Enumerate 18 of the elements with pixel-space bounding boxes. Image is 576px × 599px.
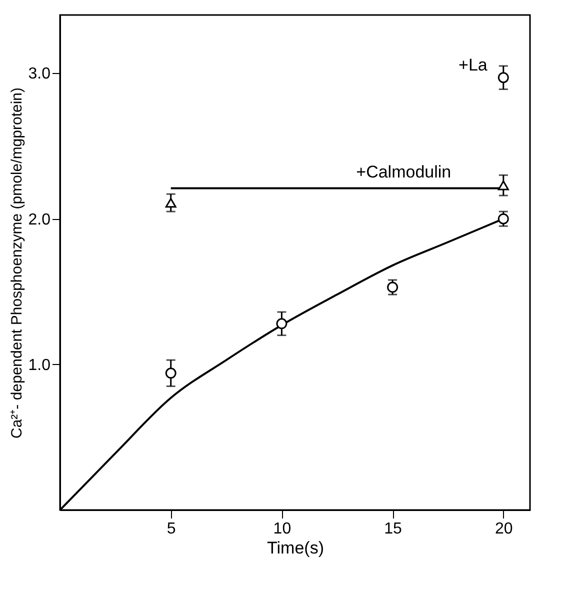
point <box>387 282 398 293</box>
x-tick-label: 5 <box>166 520 176 538</box>
point <box>498 180 509 190</box>
annotation: +La <box>458 56 488 75</box>
point <box>498 72 509 84</box>
y-tick-label: 1.0 <box>28 356 51 374</box>
point <box>165 198 176 208</box>
x-axis-title: Time(s) <box>267 538 324 558</box>
x-tick-label: 20 <box>495 520 513 538</box>
y-axis-title: Ca²⁺- dependent Phosphoenzyme (pmole/mgprotein) <box>8 87 26 439</box>
x-tick-label: 10 <box>273 520 292 538</box>
annotation: +Calmodulin <box>356 162 452 182</box>
y-tick-label: 2.0 <box>28 211 51 228</box>
point <box>165 368 176 379</box>
point <box>498 213 509 224</box>
y-tick-label: 3.0 <box>28 66 51 83</box>
point <box>276 318 288 330</box>
x-tick-label: 15 <box>384 520 402 538</box>
